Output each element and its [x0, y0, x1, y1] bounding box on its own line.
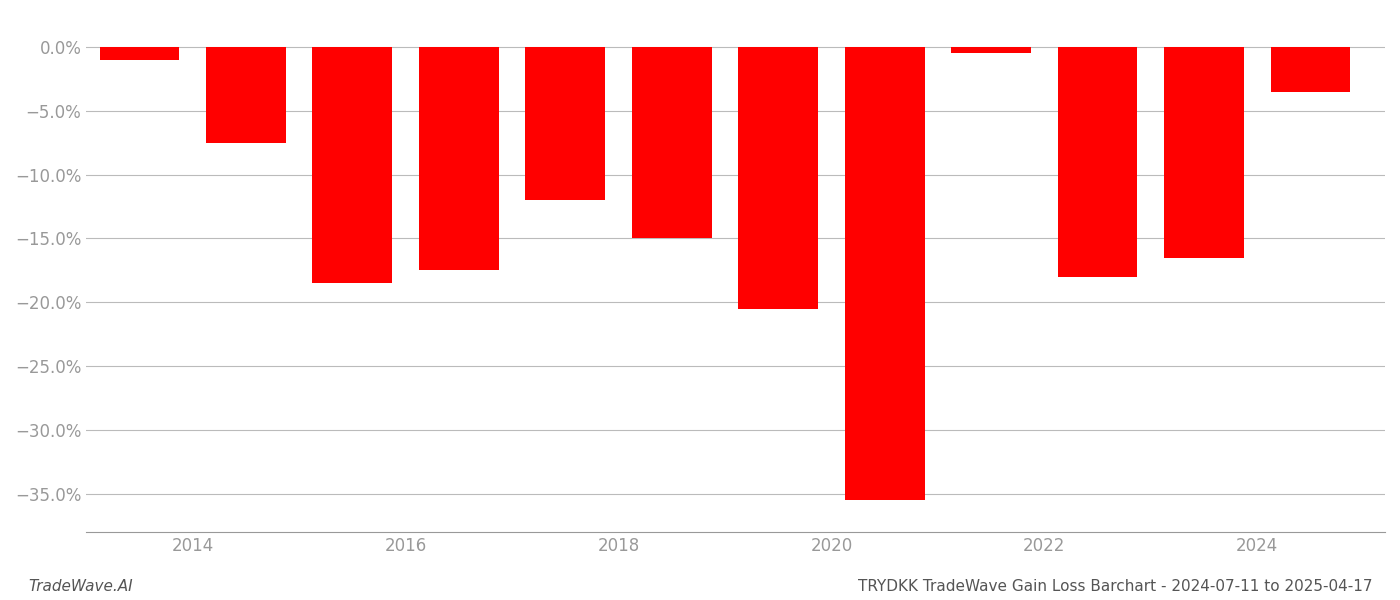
Bar	[738, 47, 818, 308]
Bar	[1271, 47, 1351, 92]
Text: TradeWave.AI: TradeWave.AI	[28, 579, 133, 594]
Bar	[419, 47, 498, 271]
Bar	[206, 47, 286, 143]
Bar	[525, 47, 605, 200]
Bar	[951, 47, 1030, 53]
Text: TRYDKK TradeWave Gain Loss Barchart - 2024-07-11 to 2025-04-17: TRYDKK TradeWave Gain Loss Barchart - 20…	[857, 579, 1372, 594]
Bar	[312, 47, 392, 283]
Bar	[1057, 47, 1137, 277]
Bar	[99, 47, 179, 59]
Bar	[631, 47, 711, 238]
Bar	[844, 47, 924, 500]
Bar	[1165, 47, 1245, 257]
